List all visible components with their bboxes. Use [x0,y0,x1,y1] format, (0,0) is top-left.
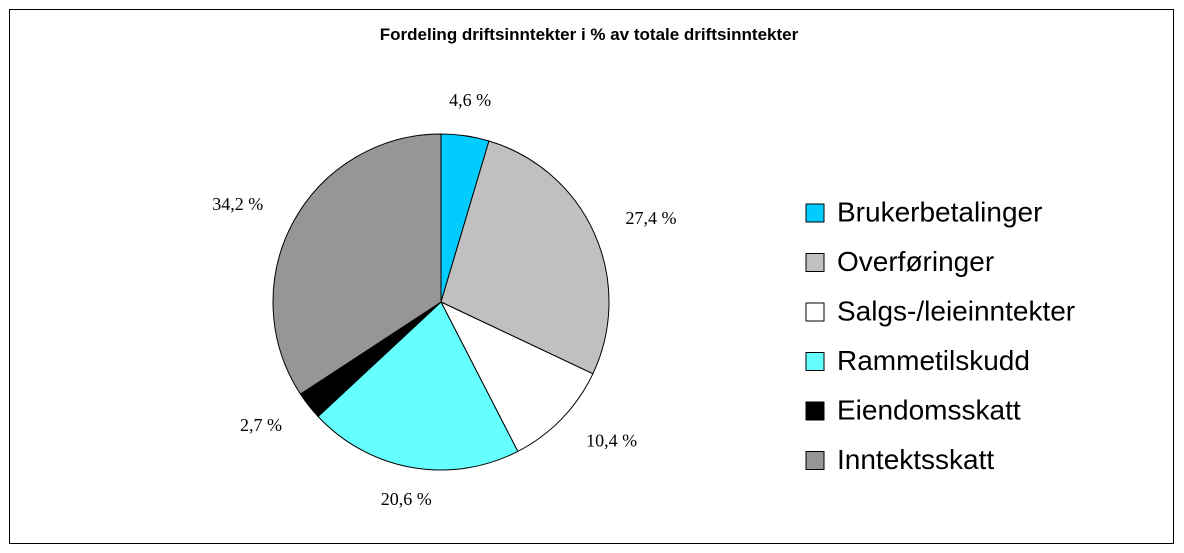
legend-label: Overføringer [837,246,994,277]
legend-swatch [805,203,825,223]
legend-swatch [805,253,825,272]
data-label: 34,2 % [212,194,263,214]
legend-swatch [805,302,825,322]
legend-label: Brukerbetalinger [837,196,1042,227]
legend-swatch [805,352,825,371]
data-label: 4,6 % [449,90,491,110]
pie-slice [439,300,594,453]
legend-label: Inntektsskatt [837,444,994,475]
data-label: 2,7 % [240,415,282,435]
data-label: 27,4 % [625,208,676,228]
pie-slice [440,140,610,375]
legend-label: Salgs-/leieinntekter [837,295,1075,326]
pie-slice [272,133,442,395]
chart-title: Fordeling driftsinntekter i % av totale … [380,25,799,44]
pie-slice [317,301,519,471]
data-label: 20,6 % [381,489,432,509]
data-label: 10,4 % [586,431,637,451]
legend-label: Rammetilskudd [837,345,1030,376]
legend-swatch [805,401,825,421]
legend-swatch [805,451,825,470]
legend-label: Eiendomsskatt [837,394,1021,425]
